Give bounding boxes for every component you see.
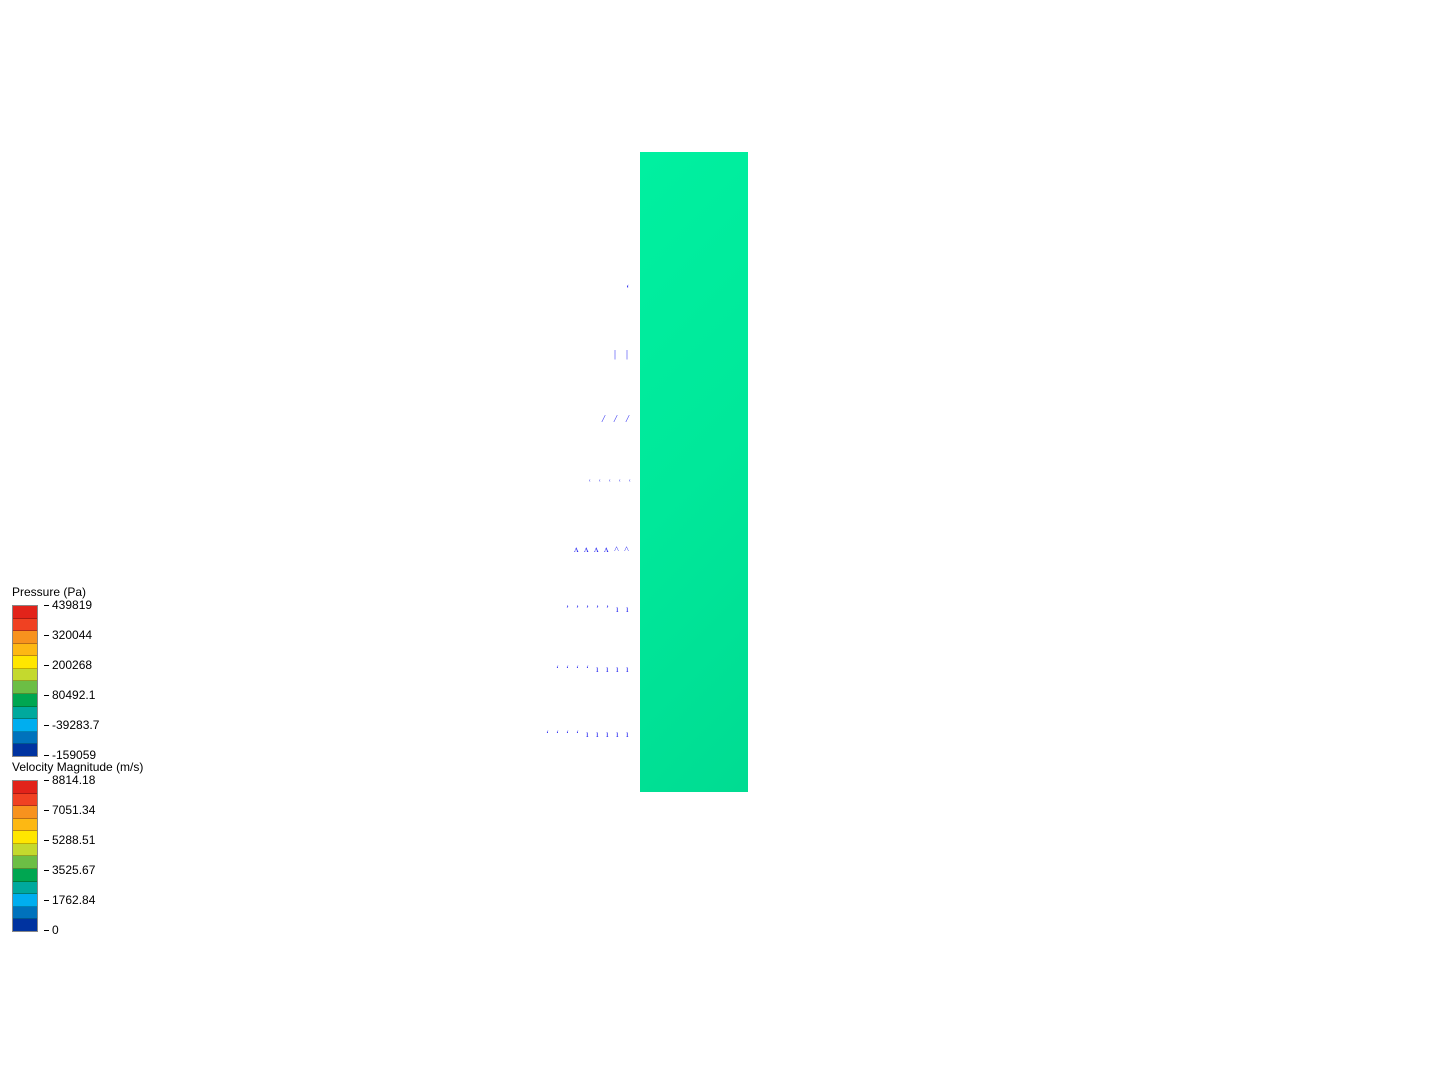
vector-glyph: /: [602, 415, 605, 425]
vector-glyph: ı: [586, 730, 589, 739]
vector-glyph: ʼ: [596, 605, 599, 614]
vector-glyph: ʿ: [628, 480, 631, 490]
vector-glyph: ʌ: [584, 545, 589, 554]
vector-glyph: ʼ: [576, 605, 579, 614]
vector-glyph: ʌ: [604, 545, 609, 554]
vector-glyph: ı: [606, 665, 609, 674]
vector-glyph: ı: [626, 605, 629, 614]
vector-glyph: ʼ: [606, 605, 609, 614]
vector-glyph: ı: [616, 730, 619, 739]
vector-glyph: ʻ: [556, 730, 559, 739]
visualization-region: ‘||///ʿʿʿʿʿʌʌʌʌ˄˄ʼʼʼʼʼııʻʻʻʻııııʻʻʻʻıııı…: [0, 0, 1440, 1080]
vector-glyph: ʻ: [556, 665, 559, 674]
vector-glyph: ‘: [626, 285, 629, 295]
vector-glyph: /: [614, 415, 617, 425]
vector-glyph: ʻ: [576, 665, 579, 674]
vector-glyph: ʻ: [546, 730, 549, 739]
vector-glyph: ʻ: [566, 730, 569, 739]
vector-glyph: ʼ: [566, 605, 569, 614]
vector-glyph: ʿ: [608, 480, 611, 490]
vector-glyph: ı: [626, 730, 629, 739]
vector-glyph: ı: [596, 730, 599, 739]
contour-slab: [640, 152, 748, 792]
vector-glyph: |: [614, 350, 616, 360]
vector-glyph: ʿ: [588, 480, 591, 490]
vector-glyph: ʼ: [586, 605, 589, 614]
vector-glyph: ʌ: [594, 545, 599, 554]
vector-glyph: /: [626, 415, 629, 425]
vector-glyph: ˄: [614, 545, 619, 554]
vector-glyph: ʻ: [586, 665, 589, 674]
vector-glyph: ı: [626, 665, 629, 674]
vector-glyph: ʌ: [574, 545, 579, 554]
vector-glyph: ʿ: [618, 480, 621, 490]
vector-glyph: ı: [606, 730, 609, 739]
vector-glyph: ı: [616, 605, 619, 614]
vector-glyph: ʻ: [566, 665, 569, 674]
vector-glyph: ı: [596, 665, 599, 674]
vector-glyph: ı: [616, 665, 619, 674]
vector-glyph: ˄: [624, 545, 629, 554]
vector-glyph: |: [626, 350, 628, 360]
vector-glyph: ʿ: [598, 480, 601, 490]
vector-glyph: ʻ: [576, 730, 579, 739]
